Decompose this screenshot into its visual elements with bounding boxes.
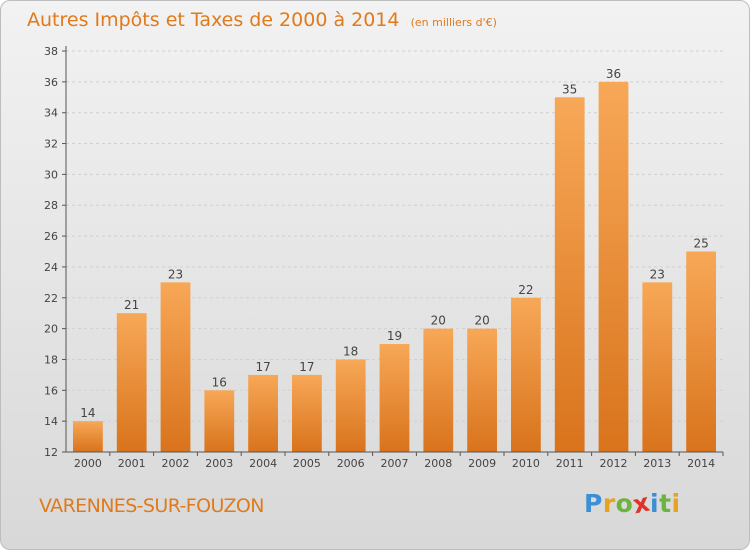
bar-value-label: 23 [168,267,183,281]
bars [73,81,716,453]
bar-value-label: 25 [693,237,708,251]
bar [642,282,673,452]
x-tick-label: 2004 [249,457,277,470]
logo-letter: i [650,489,660,518]
x-tick-label: 2006 [337,457,365,470]
bar-value-label: 14 [80,406,95,420]
bar-value-label: 18 [343,344,358,358]
x-tick-label: 2000 [74,457,102,470]
y-tick-label: 26 [44,230,58,243]
y-tick-label: 36 [44,76,58,89]
bar [379,344,410,452]
y-tick-label: 20 [44,323,58,336]
bar-value-label: 17 [299,360,314,374]
bar [335,359,366,452]
y-tick-label: 16 [44,384,58,397]
x-tick-label: 2010 [512,457,540,470]
y-tick-label: 14 [44,415,58,428]
bar [292,374,322,452]
chart-unit: (en milliers d'€) [410,16,497,29]
bar-value-label: 17 [255,360,270,374]
x-tick-label: 2014 [687,457,715,470]
x-tick-label: 2012 [600,457,628,470]
y-tick-label: 18 [44,353,58,366]
y-tick-label: 32 [44,138,58,151]
title-row: Autres Impôts et Taxes de 2000 à 2014 (e… [27,9,497,31]
bar [204,390,235,452]
logo-letter: o [615,489,634,518]
x-tick-label: 2005 [293,457,321,470]
bar-value-label: 23 [650,267,665,281]
bar [686,251,716,452]
logo-letter: P [584,489,603,518]
x-tick-label: 2011 [556,457,584,470]
x-tick-label: 2009 [468,457,496,470]
axes: 12 14 16 18 20 22 24 26 28 30 32 34 36 38 2000 2001 2002… [44,45,724,470]
bar-value-label: 22 [518,283,533,297]
bar [248,374,278,452]
bar [467,328,497,452]
bar [116,313,147,452]
y-tick-label: 34 [44,107,58,120]
bar-value-label: 20 [474,314,489,328]
x-tick-label: 2013 [643,457,671,470]
y-tick-label: 24 [44,261,58,274]
y-tick-label: 30 [44,168,58,181]
x-tick-label: 2008 [424,457,452,470]
data-labels: 14 21 23 16 17 17 18 19 20 20 22 35 36 23 25 [80,67,708,420]
proxiti-logo: Proxiti [584,488,681,520]
bar [554,97,585,453]
bar [160,282,191,452]
y-tick-label: 28 [44,199,58,212]
chart-title: Autres Impôts et Taxes de 2000 à 2014 [27,9,400,31]
bar [423,328,454,452]
x-tick-label: 2003 [205,457,233,470]
y-tick-label: 38 [44,45,58,58]
logo-letter: r [602,489,616,518]
bar [73,421,103,452]
bar-value-label: 20 [431,314,446,328]
bar-value-label: 36 [606,67,621,81]
bar-value-label: 35 [562,82,577,96]
y-tick-label: 12 [44,446,58,459]
commune-name: VARENNES-SUR-FOUZON [39,495,264,517]
bar [511,297,541,452]
logo-letter: t [659,489,672,518]
bar-value-label: 19 [387,329,402,343]
y-tick-label: 22 [44,292,58,305]
x-tick-label: 2007 [381,457,409,470]
x-tick-label: 2001 [118,457,146,470]
logo-letter: i [671,489,681,518]
bar-value-label: 21 [124,298,139,312]
bar [598,81,629,452]
bar-value-label: 16 [212,375,227,389]
x-tick-label: 2002 [162,457,190,470]
